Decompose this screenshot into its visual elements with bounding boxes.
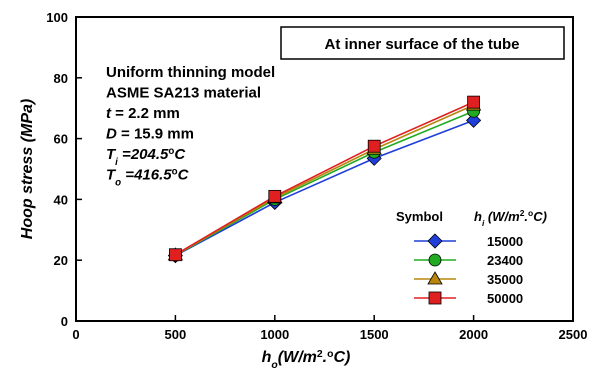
x-tick-label: 0 [72,327,79,342]
legend-rows: 15000 23400 35000 50000 [414,233,523,306]
data-point-50000 [367,139,381,153]
legend-value-header: hi (W/m2.oC) [474,208,547,228]
series-layer [167,95,482,264]
legend-marker-23400 [428,253,442,267]
inset-title: At inner surface of the tube [324,36,519,53]
legend-symbol-header: Symbol [396,209,443,224]
y-tick-label: 100 [46,10,68,25]
y-tick-label: 20 [54,253,68,268]
x-axis-label: ho(W/m2.oC) [262,349,351,369]
x-tick-label: 2000 [459,327,488,342]
x-tick-label: 1500 [360,327,389,342]
axis-ticks: 0 500 1000 1500 2000 2500 0 20 40 60 80 100 [46,10,587,342]
data-point-15000 [466,112,482,128]
legend: Symbol hi (W/m2.oC) 15000 23400 35000 50000 [396,208,547,306]
annotation-line: D = 15.9 mm [106,126,194,143]
data-point-50000 [467,95,481,109]
y-tick-label: 0 [61,314,68,329]
legend-label-35000: 35000 [487,272,523,287]
legend-label-23400: 23400 [487,253,523,268]
legend-label-15000: 15000 [487,234,523,249]
data-point-50000 [268,189,282,203]
legend-marker-15000 [427,233,443,249]
y-tick-label: 80 [54,71,68,86]
annotation-line: ASME SA213 material [106,85,261,102]
annotation-line: Ti =204.5oC [106,146,186,168]
inset-title-box [280,26,565,60]
series-line-15000 [175,119,474,257]
x-tick-label: 2500 [559,327,588,342]
data-point-50000 [168,248,182,262]
annotations: Uniform thinning model ASME SA213 materia… [106,64,275,188]
x-tick-label: 500 [165,327,187,342]
series-line-50000 [174,101,474,256]
legend-label-50000: 50000 [487,291,523,306]
legend-marker-35000 [427,271,443,285]
annotation-line: To =416.5oC [106,166,190,188]
annotation-line: t = 2.2 mm [106,105,180,122]
annotation-line: Uniform thinning model [106,64,275,81]
legend-marker-50000 [428,291,442,305]
series-line-23400 [175,110,474,257]
y-tick-label: 60 [54,132,68,147]
y-axis-label: Hoop stress (MPa) [19,99,36,239]
plot-frame [75,16,574,322]
y-tick-label: 40 [54,192,68,207]
x-tick-label: 1000 [260,327,289,342]
